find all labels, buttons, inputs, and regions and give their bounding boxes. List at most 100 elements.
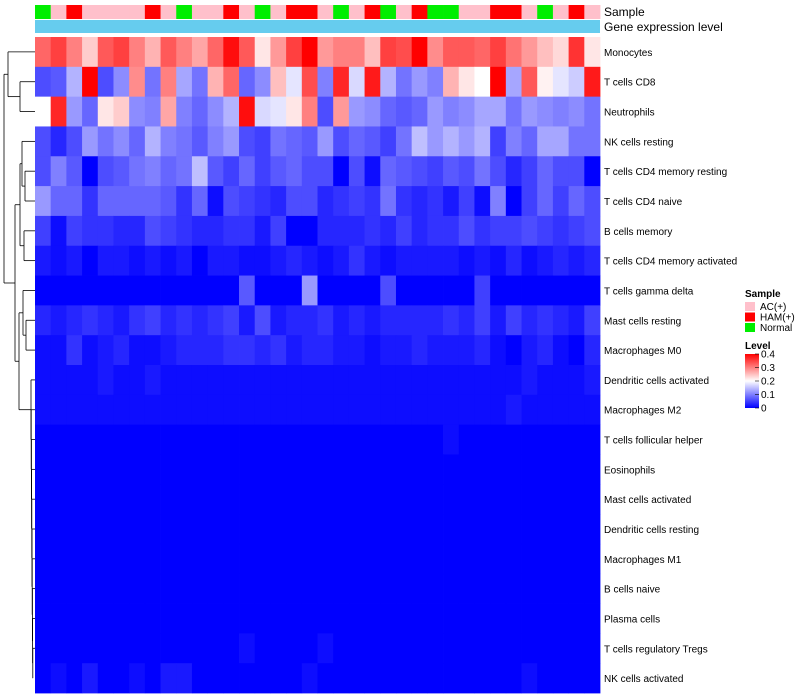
heatmap-cell xyxy=(505,573,522,604)
heatmap-cell xyxy=(301,543,318,575)
heatmap-cell xyxy=(50,245,67,276)
heatmap-cell xyxy=(176,394,193,426)
heatmap-cell xyxy=(364,275,381,306)
heatmap-cell xyxy=(97,96,114,127)
heatmap-cell xyxy=(584,96,601,127)
heatmap-cell xyxy=(254,394,271,426)
heatmap-cell xyxy=(348,156,365,187)
heatmap-cell xyxy=(50,543,67,575)
heatmap-cell xyxy=(160,305,177,336)
heatmap-cell xyxy=(176,245,193,276)
heatmap-cell xyxy=(552,633,570,664)
heatmap-cell xyxy=(207,156,224,187)
legend-swatch xyxy=(745,323,755,332)
heatmap-cell xyxy=(270,543,287,575)
heatmap-cell xyxy=(348,633,365,664)
heatmap-cell xyxy=(568,215,585,247)
sample-annotation-cell xyxy=(474,5,491,19)
heatmap-cell xyxy=(552,335,570,366)
heatmap-cell xyxy=(176,484,193,515)
heatmap-cell xyxy=(254,96,271,127)
heatmap-cell xyxy=(301,573,318,604)
heatmap-cell xyxy=(113,96,130,127)
heatmap-cell xyxy=(443,424,460,455)
heatmap-cell xyxy=(160,484,177,515)
heatmap-cell xyxy=(35,663,52,694)
heatmap-cell xyxy=(584,573,601,604)
heatmap-cell xyxy=(584,335,601,366)
heatmap-cell xyxy=(160,394,177,426)
heatmap-cell xyxy=(505,394,522,426)
heatmap-cell xyxy=(239,424,256,455)
heatmap-cell xyxy=(490,663,507,694)
heatmap-cell xyxy=(50,66,67,98)
heatmap-cell xyxy=(35,573,52,604)
heatmap-cell xyxy=(505,603,522,634)
heatmap-cell xyxy=(348,245,365,276)
heatmap-cell xyxy=(286,37,303,68)
heatmap-cell xyxy=(66,365,83,396)
heatmap-cell xyxy=(458,365,475,396)
sample-annotation-cell xyxy=(427,5,444,19)
sample-annotation-cell xyxy=(380,5,397,19)
heatmap-cell xyxy=(191,633,209,664)
heatmap-cell xyxy=(144,275,161,306)
heatmap-cell xyxy=(176,126,193,157)
heatmap-cell xyxy=(348,424,365,455)
heatmap-cell xyxy=(537,275,554,306)
heatmap-cell xyxy=(82,245,99,276)
row-label: T cells CD8 xyxy=(604,78,656,89)
heatmap-cell xyxy=(552,514,570,545)
heatmap-cell xyxy=(380,126,397,157)
heatmap-cell xyxy=(317,275,334,306)
heatmap-cell xyxy=(223,454,240,485)
heatmap-cell xyxy=(160,156,177,187)
heatmap-cell xyxy=(223,335,240,366)
heatmap-cell xyxy=(286,126,303,157)
heatmap-cell xyxy=(380,454,397,485)
legend-level-title: Level xyxy=(745,341,771,352)
sample-annotation-cell xyxy=(239,5,256,19)
heatmap-cell xyxy=(207,454,224,485)
heatmap-cell xyxy=(395,633,413,664)
heatmap-cell xyxy=(301,394,318,426)
heatmap-cell xyxy=(552,394,570,426)
heatmap-cell xyxy=(50,126,67,157)
heatmap-cell xyxy=(474,186,491,217)
heatmap-cell xyxy=(66,156,83,187)
heatmap-cell xyxy=(50,335,67,366)
heatmap-cell xyxy=(97,245,114,276)
sample-annotation-cell xyxy=(113,5,130,19)
heatmap-cell xyxy=(552,663,570,694)
heatmap-cell xyxy=(66,484,83,515)
heatmap-cell xyxy=(411,603,428,634)
heatmap-cell xyxy=(568,454,585,485)
heatmap-cell xyxy=(82,126,99,157)
sample-annotation-cell xyxy=(364,5,381,19)
heatmap-cell xyxy=(144,156,161,187)
heatmap-cell xyxy=(537,215,554,247)
legend-tick-label: 0.4 xyxy=(761,350,775,361)
heatmap-cell xyxy=(176,454,193,485)
heatmap-cell xyxy=(364,543,381,575)
heatmap-cell xyxy=(505,186,522,217)
heatmap-cell xyxy=(129,663,146,694)
heatmap-cell xyxy=(301,633,318,664)
heatmap-cell xyxy=(97,454,114,485)
row-label: T cells gamma delta xyxy=(604,287,694,298)
heatmap-cell xyxy=(568,633,585,664)
heatmap-cell xyxy=(333,335,350,366)
heatmap-cell xyxy=(239,126,256,157)
annotation-label-sample: Sample xyxy=(604,5,645,19)
heatmap-cell xyxy=(333,365,350,396)
heatmap-cell xyxy=(380,663,397,694)
heatmap-cell xyxy=(474,215,491,247)
heatmap-cell xyxy=(411,365,428,396)
heatmap-cell xyxy=(160,663,177,694)
heatmap-cell xyxy=(443,305,460,336)
heatmap-cell xyxy=(129,96,146,127)
heatmap-cell xyxy=(505,66,522,98)
heatmap-cell xyxy=(50,394,67,426)
heatmap-cell xyxy=(207,365,224,396)
